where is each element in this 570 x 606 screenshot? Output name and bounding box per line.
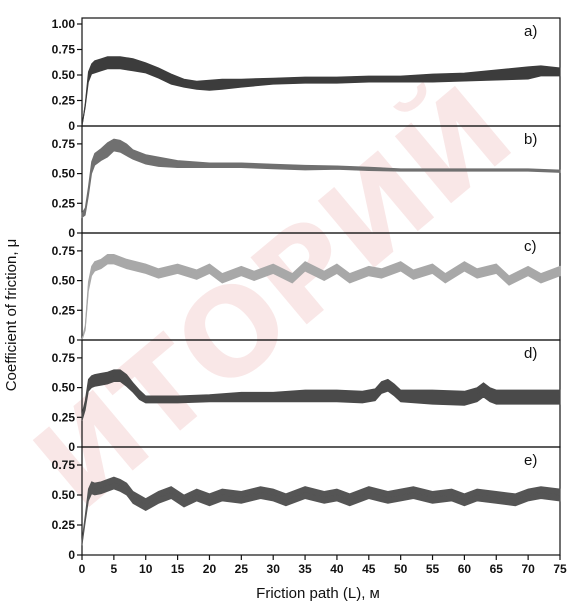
y-tick-label: 0 — [68, 119, 75, 133]
x-tick-label: 10 — [139, 562, 153, 576]
series-line — [81, 258, 561, 341]
series-line — [81, 144, 561, 216]
x-tick-label: 40 — [330, 562, 344, 576]
x-tick-label: 55 — [426, 562, 440, 576]
y-tick-label: 0.50 — [52, 274, 76, 288]
x-tick-label: 15 — [171, 562, 185, 576]
x-tick-label: 60 — [458, 562, 472, 576]
series-line — [81, 62, 561, 127]
y-tick-label: 0.50 — [52, 167, 76, 181]
x-tick-label: 65 — [490, 562, 504, 576]
y-tick-label: 0 — [68, 333, 75, 347]
x-axis: 0 5 10 15 20 25 30 35 40 45 50 55 60 65 70 75 — [79, 555, 567, 576]
x-tick-label: 75 — [553, 562, 567, 576]
panel-label: a) — [524, 23, 537, 40]
x-tick-label: 45 — [362, 562, 376, 576]
panel-label: c) — [524, 238, 537, 255]
x-tick-label: 35 — [298, 562, 312, 576]
y-tick-label: 0.75 — [52, 43, 76, 57]
y-tick-label: 0.50 — [52, 488, 76, 502]
x-tick-label: 30 — [267, 562, 281, 576]
x-axis-title: Friction path (L), м — [256, 585, 380, 602]
x-tick-label: 0 — [79, 562, 86, 576]
y-tick-label: 0.25 — [52, 94, 76, 108]
panel-4: 0 0.25 0.50 0.75 e) — [52, 446, 561, 562]
x-tick-label: 70 — [521, 562, 535, 576]
y-tick-label: 0.25 — [52, 196, 76, 210]
y-tick-label: 0.50 — [52, 68, 76, 82]
panel-label: b) — [524, 131, 537, 148]
y-tick-label: 0.75 — [52, 137, 76, 151]
panel-3: 0 0.25 0.50 0.75 d) — [52, 339, 561, 454]
series-band — [81, 56, 561, 127]
y-tick-label: 0.25 — [52, 518, 76, 532]
y-tick-label: 1.00 — [52, 17, 76, 31]
x-tick-label: 25 — [235, 562, 249, 576]
y-tick-label: 0.25 — [52, 410, 76, 424]
y-tick-label: 0.75 — [52, 244, 76, 258]
panel-label: e) — [524, 452, 537, 469]
series-band — [81, 476, 561, 546]
y-tick-label: 0 — [68, 440, 75, 454]
series-line — [81, 375, 560, 418]
x-tick-label: 50 — [394, 562, 408, 576]
watermark-text: ИТОРИЙ — [9, 61, 538, 537]
y-tick-label: 0.75 — [52, 351, 76, 365]
panel-label: d) — [524, 345, 537, 362]
x-tick-label: 20 — [203, 562, 217, 576]
series-line — [81, 482, 561, 544]
series-band — [81, 138, 561, 219]
series-band — [81, 254, 561, 341]
y-tick-label: 0.25 — [52, 303, 76, 317]
series-band — [81, 369, 561, 422]
y-tick-label: 0 — [68, 548, 75, 562]
y-axis-title: Coefficient of friction, μ — [3, 239, 20, 392]
panel-1: 0 0.25 0.50 0.75 b) — [52, 125, 561, 240]
y-tick-label: 0 — [68, 226, 75, 240]
panels-group: 00.250.500.751.00 a)00.250.500.75 b)00.250… — [52, 17, 561, 562]
panel-2: 0 0.25 0.50 0.75 c) — [52, 232, 561, 347]
y-tick-label: 0.75 — [52, 458, 76, 472]
x-tick-label: 5 — [111, 562, 118, 576]
y-tick-label: 0.50 — [52, 381, 76, 395]
